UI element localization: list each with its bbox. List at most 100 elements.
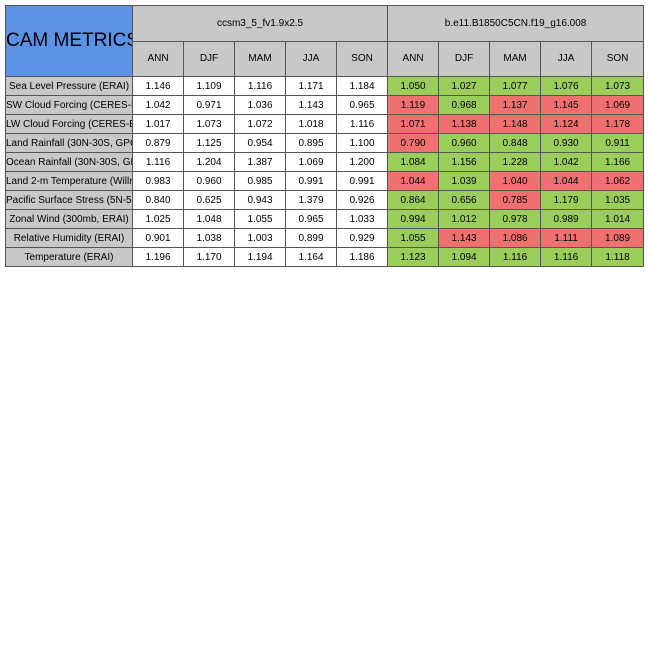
metric-label: Land Rainfall (30N-30S, GPCP) <box>6 137 132 149</box>
season-header-test-mam: MAM <box>489 40 542 77</box>
test-value-cell-better: 0.968 <box>438 95 491 115</box>
control-value-cell: 0.901 <box>132 228 184 248</box>
metric-label-cell: Sea Level Pressure (ERAI) <box>5 76 133 96</box>
control-value-cell: 1.116 <box>335 114 389 134</box>
season-header-test-djf: DJF <box>438 40 491 77</box>
metric-label: Relative Humidity (ERAI) <box>13 232 125 244</box>
control-value-cell: 1.200 <box>335 152 389 172</box>
control-value-cell: 1.025 <box>132 209 184 229</box>
test-value-cell-better: 1.076 <box>540 76 593 96</box>
season-header-row: ANN DJF MAM JJA SON ANN DJF MAM JJA SON <box>6 40 645 77</box>
test-value-cell-better: 1.118 <box>591 247 645 267</box>
test-value-cell-better: 1.042 <box>540 152 593 172</box>
control-value-cell: 1.196 <box>132 247 184 267</box>
test-value-cell-better: 0.911 <box>591 133 645 153</box>
control-value-cell: 0.899 <box>285 228 337 248</box>
season-header-test-son: SON <box>591 40 645 77</box>
control-value-cell: 1.143 <box>285 95 337 115</box>
test-value-cell-better: 0.864 <box>387 190 440 210</box>
test-value-cell-better: 1.039 <box>438 171 491 191</box>
test-value-cell-worse: 0.790 <box>387 133 440 153</box>
test-value-cell-better: 1.077 <box>489 76 542 96</box>
metric-label-cell: SW Cloud Forcing (CERES-EBAF) <box>5 95 133 115</box>
test-value-cell-worse: 1.143 <box>438 228 491 248</box>
cam-metrics-table: CAM METRICS ccsm3_5_fv1.9x2.5 b.e11.B185… <box>5 5 645 267</box>
test-value-cell-better: 1.055 <box>387 228 440 248</box>
test-value-cell-better: 1.179 <box>540 190 593 210</box>
test-value-cell-better: 1.084 <box>387 152 440 172</box>
control-value-cell: 0.954 <box>234 133 286 153</box>
table-row: Temperature (ERAI) 1.196 1.170 1.194 1.164 1.… <box>5 247 645 267</box>
table-row: Land Rainfall (30N-30S, GPCP)0.8791.1250… <box>5 133 645 153</box>
control-value-cell: 0.985 <box>234 171 286 191</box>
control-value-cell: 1.055 <box>234 209 286 229</box>
control-value-cell: 1.194 <box>234 247 286 267</box>
test-value-cell-better: 1.116 <box>540 247 593 267</box>
test-value-cell-worse: 1.178 <box>591 114 645 134</box>
season-header-control-djf: DJF <box>183 40 235 77</box>
metrics-body: Sea Level Pressure (ERAI) 1.146 1.109 1.116… <box>5 76 645 267</box>
group-header-test: b.e11.B1850C5CN.f19_g16.008 <box>387 5 645 42</box>
control-value-cell: 1.125 <box>183 133 235 153</box>
metric-label-cell: Zonal Wind (300mb, ERAI) <box>5 209 133 229</box>
test-value-cell-worse: 1.062 <box>591 171 645 191</box>
control-value-cell: 1.072 <box>234 114 286 134</box>
control-value-cell: 0.991 <box>335 171 389 191</box>
control-value-cell: 0.943 <box>234 190 286 210</box>
control-value-cell: 1.387 <box>234 152 286 172</box>
table-row: Sea Level Pressure (ERAI) 1.146 1.109 1.116… <box>5 76 645 96</box>
control-value-cell: 1.116 <box>234 76 286 96</box>
metric-label-cell: Relative Humidity (ERAI) <box>5 228 133 248</box>
control-value-cell: 0.965 <box>285 209 337 229</box>
metric-label: Land 2-m Temperature (Willmott) <box>6 175 132 187</box>
test-value-cell-better: 0.994 <box>387 209 440 229</box>
control-value-cell: 0.895 <box>285 133 337 153</box>
control-value-cell: 1.184 <box>335 76 389 96</box>
season-header-control-mam: MAM <box>234 40 286 77</box>
test-value-cell-better: 1.166 <box>591 152 645 172</box>
control-value-cell: 1.204 <box>183 152 235 172</box>
control-value-cell: 0.960 <box>183 171 235 191</box>
metric-label: LW Cloud Forcing (CERES-EBAF) <box>6 118 132 130</box>
metric-label: SW Cloud Forcing (CERES-EBAF) <box>6 99 132 111</box>
control-value-cell: 0.879 <box>132 133 184 153</box>
test-value-cell-worse: 1.089 <box>591 228 645 248</box>
test-value-cell-better: 1.073 <box>591 76 645 96</box>
test-value-cell-better: 1.014 <box>591 209 645 229</box>
control-value-cell: 0.926 <box>335 190 389 210</box>
test-value-cell-worse: 1.044 <box>540 171 593 191</box>
control-value-cell: 0.840 <box>132 190 184 210</box>
test-value-cell-worse: 1.040 <box>489 171 542 191</box>
test-value-cell-better: 1.035 <box>591 190 645 210</box>
table-row: LW Cloud Forcing (CERES-EBAF)1.0171.0731… <box>5 114 645 134</box>
control-value-cell: 1.042 <box>132 95 184 115</box>
table-row: Ocean Rainfall (30N-30S, GPCP)1.1161.204… <box>5 152 645 172</box>
test-value-cell-better: 1.050 <box>387 76 440 96</box>
control-value-cell: 0.991 <box>285 171 337 191</box>
control-value-cell: 1.038 <box>183 228 235 248</box>
control-value-cell: 1.116 <box>132 152 184 172</box>
test-value-cell-worse: 1.111 <box>540 228 593 248</box>
control-value-cell: 1.100 <box>335 133 389 153</box>
season-header-control-jja: JJA <box>285 40 337 77</box>
season-header-test-ann: ANN <box>387 40 440 77</box>
metric-label: Sea Level Pressure (ERAI) <box>8 80 130 92</box>
test-value-cell-better: 1.012 <box>438 209 491 229</box>
test-value-cell-better: 1.094 <box>438 247 491 267</box>
metric-label-cell: Land Rainfall (30N-30S, GPCP) <box>5 133 133 153</box>
corner-title: CAM METRICS <box>5 5 133 77</box>
table-row: SW Cloud Forcing (CERES-EBAF)1.0420.9711… <box>5 95 645 115</box>
control-value-cell: 1.073 <box>183 114 235 134</box>
control-value-cell: 0.983 <box>132 171 184 191</box>
control-value-cell: 1.109 <box>183 76 235 96</box>
control-value-cell: 0.965 <box>335 95 389 115</box>
table-row: Relative Humidity (ERAI) 0.901 1.038 1.003 0… <box>5 228 645 248</box>
table-row: Zonal Wind (300mb, ERAI) 1.025 1.048 1.055 0… <box>5 209 645 229</box>
test-value-cell-better: 1.116 <box>489 247 542 267</box>
control-value-cell: 1.048 <box>183 209 235 229</box>
test-value-cell-worse: 1.069 <box>591 95 645 115</box>
test-value-cell-worse: 1.138 <box>438 114 491 134</box>
control-value-cell: 1.164 <box>285 247 337 267</box>
control-value-cell: 1.036 <box>234 95 286 115</box>
control-value-cell: 1.146 <box>132 76 184 96</box>
